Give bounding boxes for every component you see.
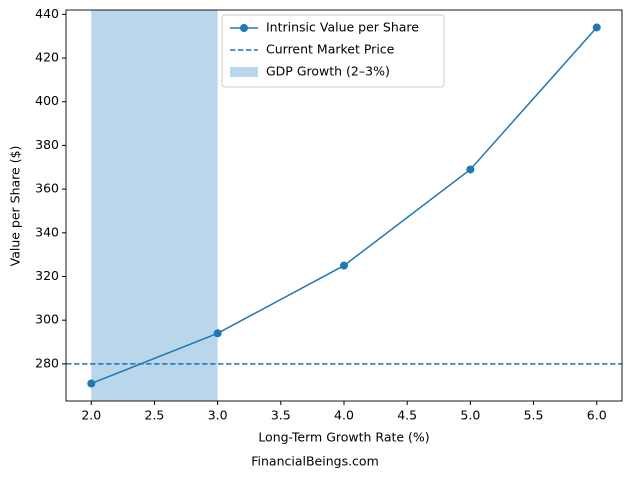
x-tick-label: 6.0 — [587, 408, 607, 423]
y-tick-label: 380 — [35, 137, 59, 152]
legend-label: Current Market Price — [266, 42, 395, 57]
x-tick-label: 4.0 — [334, 408, 354, 423]
y-tick-label: 320 — [35, 268, 59, 283]
y-tick-label: 440 — [35, 6, 59, 21]
legend-box — [221, 14, 445, 88]
value-marker — [466, 165, 475, 174]
growth-span — [91, 10, 218, 401]
x-tick-label: 3.5 — [271, 408, 291, 423]
legend-label: GDP Growth (2–3%) — [266, 64, 390, 79]
value-marker — [340, 261, 348, 270]
y-tick-label: 420 — [35, 50, 59, 65]
y-tick-label: 300 — [35, 312, 59, 327]
value-marker — [87, 379, 96, 388]
x-tick-label: 4.5 — [397, 408, 417, 423]
x-tick-label: 5.0 — [460, 408, 480, 423]
x-tick-label: 5.5 — [524, 408, 544, 423]
x-tick-label: 3.0 — [208, 408, 228, 423]
y-tick-label: 340 — [35, 224, 59, 239]
x-tick-label: 2.5 — [145, 408, 165, 423]
plot-frame — [65, 9, 623, 402]
value-marker — [213, 329, 222, 338]
x-axis-label: Long-Term Growth Rate (%) — [258, 430, 429, 445]
legend-patch — [230, 67, 258, 77]
y-tick-label: 280 — [35, 355, 59, 370]
value-marker — [592, 23, 601, 32]
legend-marker — [240, 24, 248, 32]
x-tick-label: 2.0 — [81, 408, 101, 423]
y-axis-label: Value per Share ($) — [8, 146, 23, 267]
y-tick-label: 400 — [35, 93, 59, 108]
y-tick-label: 360 — [35, 181, 59, 196]
legend-label: Intrinsic Value per Share — [266, 20, 419, 35]
footer: FinancialBeings.com — [251, 454, 379, 469]
